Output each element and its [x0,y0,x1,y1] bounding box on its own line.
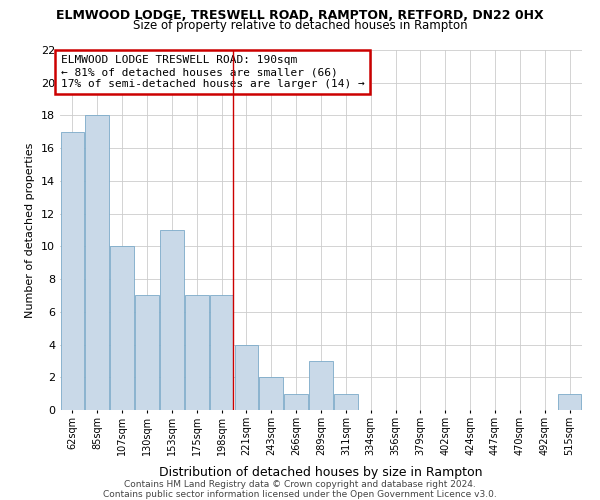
Bar [135,296,159,410]
Bar [309,361,333,410]
Text: Size of property relative to detached houses in Rampton: Size of property relative to detached ho… [133,19,467,32]
Bar [259,378,283,410]
Bar [210,296,233,410]
X-axis label: Distribution of detached houses by size in Rampton: Distribution of detached houses by size … [159,466,483,479]
Text: ELMWOOD LODGE, TRESWELL ROAD, RAMPTON, RETFORD, DN22 0HX: ELMWOOD LODGE, TRESWELL ROAD, RAMPTON, R… [56,9,544,22]
Bar [160,230,184,410]
Bar [558,394,581,410]
Text: Contains HM Land Registry data © Crown copyright and database right 2024.
Contai: Contains HM Land Registry data © Crown c… [103,480,497,499]
Bar [235,344,258,410]
Bar [61,132,84,410]
Y-axis label: Number of detached properties: Number of detached properties [25,142,35,318]
Bar [85,116,109,410]
Text: ELMWOOD LODGE TRESWELL ROAD: 190sqm
← 81% of detached houses are smaller (66)
17: ELMWOOD LODGE TRESWELL ROAD: 190sqm ← 81… [61,56,365,88]
Bar [110,246,134,410]
Bar [185,296,209,410]
Bar [284,394,308,410]
Bar [334,394,358,410]
